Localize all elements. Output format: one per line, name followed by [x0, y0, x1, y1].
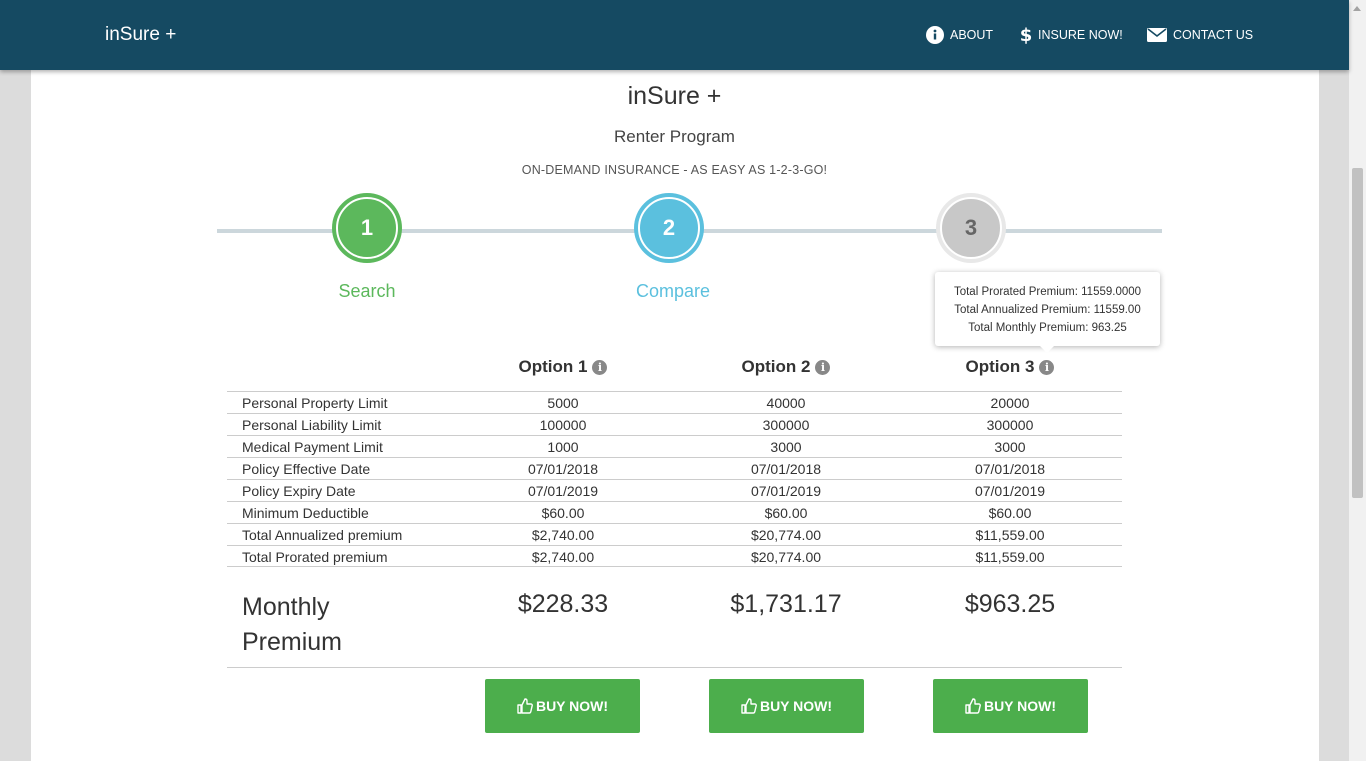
cell-option-2: $20,774.00 — [750, 549, 822, 565]
thumbs-up-icon — [965, 698, 981, 714]
nav-contact-us[interactable]: CONTACT US — [1147, 24, 1253, 46]
row-label: Personal Property Limit — [242, 395, 388, 411]
monthly-premium-option-1: $228.33 — [517, 590, 609, 618]
table-row: Policy Expiry Date 07/01/2019 07/01/2019… — [227, 479, 1122, 501]
cell-option-3: $11,559.00 — [975, 549, 1045, 565]
option-3-tooltip: Total Prorated Premium: 11559.0000 Total… — [935, 272, 1160, 346]
cell-option-2: 40000 — [766, 395, 806, 411]
page-tagline: ON-DEMAND INSURANCE - AS EASY AS 1-2-3-G… — [521, 163, 828, 177]
section-divider — [227, 667, 1122, 668]
buy-now-button-option-2[interactable]: BUY NOW! — [709, 679, 864, 733]
step-1-circle[interactable]: 1 — [332, 193, 402, 263]
thumbs-up-icon — [741, 698, 757, 714]
nav-insure-now[interactable]: $ INSURE NOW! — [1020, 24, 1123, 46]
cell-option-2: 07/01/2018 — [750, 461, 822, 477]
nav-about[interactable]: ABOUT — [926, 24, 993, 46]
cell-option-3: $11,559.00 — [975, 527, 1045, 543]
option-2-header: Option 2 i — [686, 357, 886, 377]
cell-option-3: 07/01/2018 — [974, 461, 1046, 477]
row-label: Policy Expiry Date — [242, 483, 356, 499]
cell-option-3: 3000 — [994, 439, 1026, 455]
table-row: Personal Property Limit 5000 40000 20000 — [227, 391, 1122, 413]
step-3-number: 3 — [940, 197, 1002, 259]
option-3-header: Option 3 i — [910, 357, 1110, 377]
cell-option-1: 5000 — [547, 395, 579, 411]
tooltip-arrow — [1040, 346, 1054, 353]
option-1-title: Option 1 — [518, 357, 588, 376]
table-row: Policy Effective Date 07/01/2018 07/01/2… — [227, 457, 1122, 479]
scroll-thumb[interactable] — [1352, 168, 1363, 498]
cell-option-2: $20,774.00 — [750, 527, 822, 543]
option-3-title: Option 3 — [965, 357, 1035, 376]
cell-option-3: $60.00 — [988, 505, 1032, 521]
dollar-icon: $ — [1020, 25, 1032, 45]
page-title: inSure + — [627, 82, 722, 110]
row-label: Policy Effective Date — [242, 461, 371, 477]
cell-option-1: $2,740.00 — [531, 549, 595, 565]
step-2-label: Compare — [635, 281, 711, 301]
table-row: Medical Payment Limit 1000 3000 3000 — [227, 435, 1122, 457]
table-row: Personal Liability Limit 100000 300000 3… — [227, 413, 1122, 435]
cell-option-1: $60.00 — [541, 505, 585, 521]
row-label: Total Annualized premium — [242, 527, 403, 543]
buy-now-button-option-3[interactable]: BUY NOW! — [933, 679, 1088, 733]
table-row: Minimum Deductible $60.00 $60.00 $60.00 — [227, 501, 1122, 523]
tooltip-monthly: Total Monthly Premium: 963.25 — [968, 322, 1127, 334]
row-label: Total Prorated premium — [242, 549, 388, 565]
cell-option-1: 1000 — [547, 439, 579, 455]
step-1-label: Search — [338, 281, 396, 301]
page-scrollbar[interactable] — [1349, 0, 1366, 761]
buy-now-label: BUY NOW! — [983, 698, 1057, 714]
cell-option-2: 300000 — [762, 417, 810, 433]
row-label: Personal Liability Limit — [242, 417, 382, 433]
cell-option-2: 3000 — [770, 439, 802, 455]
tooltip-annualized: Total Annualized Premium: 11559.00 — [954, 304, 1141, 316]
option-2-title: Option 2 — [741, 357, 811, 376]
monthly-premium-label-line2: Premium — [242, 628, 343, 656]
cell-option-1: 07/01/2018 — [527, 461, 599, 477]
cell-option-1: 100000 — [539, 417, 587, 433]
buy-now-label: BUY NOW! — [535, 698, 609, 714]
envelope-icon — [1147, 28, 1167, 42]
cell-option-2: $60.00 — [764, 505, 808, 521]
table-row: Total Annualized premium $2,740.00 $20,7… — [227, 523, 1122, 545]
main-card — [31, 56, 1319, 761]
svg-text:$: $ — [1020, 25, 1032, 45]
buy-now-button-option-1[interactable]: BUY NOW! — [485, 679, 640, 733]
info-circle-icon — [926, 26, 944, 44]
cell-option-3: 07/01/2019 — [974, 483, 1046, 499]
cell-option-1: 07/01/2019 — [527, 483, 599, 499]
table-row: Total Prorated premium $2,740.00 $20,774… — [227, 545, 1122, 567]
cell-option-3: 20000 — [990, 395, 1030, 411]
monthly-premium-option-2: $1,731.17 — [730, 590, 842, 618]
cell-option-1: $2,740.00 — [531, 527, 595, 543]
brand-logo[interactable]: inSure + — [105, 24, 177, 45]
info-icon[interactable]: i — [815, 359, 831, 375]
step-2-number: 2 — [638, 197, 700, 259]
info-icon[interactable]: i — [592, 359, 608, 375]
step-1-number: 1 — [336, 197, 398, 259]
nav-insure-now-label: INSURE NOW! — [1038, 28, 1123, 42]
page-subtitle: Renter Program — [614, 127, 735, 146]
row-label: Medical Payment Limit — [242, 439, 383, 455]
buy-now-label: BUY NOW! — [759, 698, 833, 714]
option-1-header: Option 1 i — [463, 357, 663, 377]
monthly-premium-option-3: $963.25 — [964, 590, 1056, 618]
info-icon[interactable]: i — [1039, 359, 1055, 375]
cell-option-3: 300000 — [986, 417, 1034, 433]
nav-contact-us-label: CONTACT US — [1173, 28, 1254, 42]
thumbs-up-icon — [517, 698, 533, 714]
step-2-circle[interactable]: 2 — [634, 193, 704, 263]
row-label: Minimum Deductible — [242, 505, 369, 521]
tooltip-prorated: Total Prorated Premium: 11559.0000 — [953, 286, 1142, 298]
cell-option-2: 07/01/2019 — [750, 483, 822, 499]
step-3-circle[interactable]: 3 — [936, 193, 1006, 263]
comparison-table: Personal Property Limit 5000 40000 20000… — [227, 391, 1122, 567]
monthly-premium-label: Monthly Premium — [242, 590, 342, 660]
scroll-up-arrow-icon[interactable] — [1353, 6, 1361, 11]
monthly-premium-label-line1: Monthly — [242, 593, 330, 621]
top-navbar: inSure + ABOUT $ INSURE NOW! CONTACT US — [0, 0, 1349, 70]
nav-about-label: ABOUT — [950, 28, 994, 42]
